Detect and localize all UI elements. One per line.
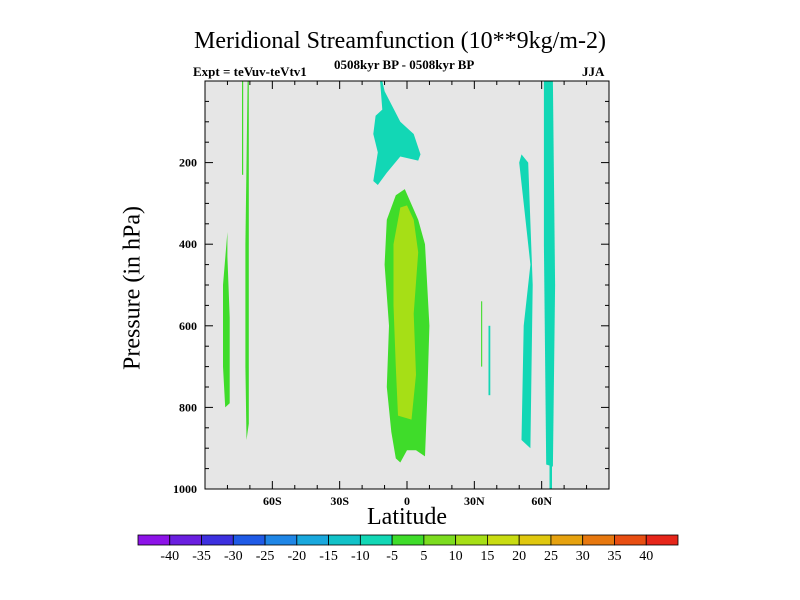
colorbar-box xyxy=(391,534,425,546)
colorbar-label: -40 xyxy=(160,549,179,564)
y-tick-label: 200 xyxy=(179,156,197,170)
y-tick-label: 400 xyxy=(179,237,197,251)
x-tick-label: 30S xyxy=(330,494,349,508)
colorbar-label: -25 xyxy=(256,549,275,564)
colorbar-box xyxy=(264,534,298,546)
x-tick-label: 30N xyxy=(464,494,485,508)
y-tick-label: 800 xyxy=(179,400,197,414)
y-tick-label: 600 xyxy=(179,319,197,333)
colorbar-box xyxy=(137,534,171,546)
colorbar: -40 -35 -30 -25 -20 -15 -10 -5 5 10 15 20 25 30 35 40 xyxy=(137,534,679,564)
experiment-label: Expt = teVuv-teVtv1 xyxy=(193,64,307,79)
colorbar-box xyxy=(455,534,488,546)
colorbar-label: -20 xyxy=(287,549,306,564)
contour-region xyxy=(245,81,249,440)
contour-region xyxy=(393,205,419,420)
colorbar-label: 30 xyxy=(576,549,590,564)
colorbar-label: -15 xyxy=(319,549,338,564)
x-tick-label: 60S xyxy=(263,494,282,508)
axes: 60S 30S 0 30N 60N 200 400 600 800 1000 xyxy=(173,81,609,508)
colorbar-box xyxy=(296,534,329,546)
colorbar-label: -30 xyxy=(224,549,243,564)
colorbar-box xyxy=(487,534,520,546)
colorbar-box xyxy=(169,534,202,546)
x-axis-label: Latitude xyxy=(367,504,447,530)
contour-region xyxy=(373,81,421,185)
contour-region xyxy=(519,154,533,449)
period-label: 0508kyr BP - 0508kyr BP xyxy=(334,57,475,72)
colorbar-label: -5 xyxy=(386,549,398,564)
colorbar-box xyxy=(582,534,615,546)
colorbar-label: -10 xyxy=(351,549,370,564)
colorbar-label: 20 xyxy=(512,549,526,564)
colorbar-label: 25 xyxy=(544,549,558,564)
colorbar-box xyxy=(550,534,584,546)
contour-regions xyxy=(223,81,556,489)
x-tick-label: 0 xyxy=(404,494,410,508)
colorbar-box xyxy=(518,534,552,546)
chart-title: Meridional Streamfunction (10**9kg/m-2) xyxy=(194,28,606,54)
colorbar-label: -35 xyxy=(192,549,211,564)
season-label: JJA xyxy=(582,64,605,79)
colorbar-box xyxy=(423,534,457,546)
contour-region xyxy=(242,81,244,175)
contour-region xyxy=(549,268,552,489)
colorbar-label: 35 xyxy=(607,549,621,564)
colorbar-box xyxy=(232,534,266,546)
colorbar-label: 40 xyxy=(639,549,653,564)
colorbar-box xyxy=(614,534,647,546)
colorbar-box xyxy=(201,534,234,546)
y-tick-label: 1000 xyxy=(173,482,197,496)
colorbar-box xyxy=(328,534,361,546)
contour-region xyxy=(481,301,483,367)
contour-region xyxy=(223,232,230,408)
x-tick-label: 60N xyxy=(531,494,552,508)
colorbar-label: 15 xyxy=(480,549,494,564)
colorbar-label: 10 xyxy=(449,549,463,564)
contour-region xyxy=(488,325,491,396)
colorbar-box xyxy=(359,534,393,546)
colorbar-label: 5 xyxy=(420,549,427,564)
colorbar-box xyxy=(645,534,679,546)
